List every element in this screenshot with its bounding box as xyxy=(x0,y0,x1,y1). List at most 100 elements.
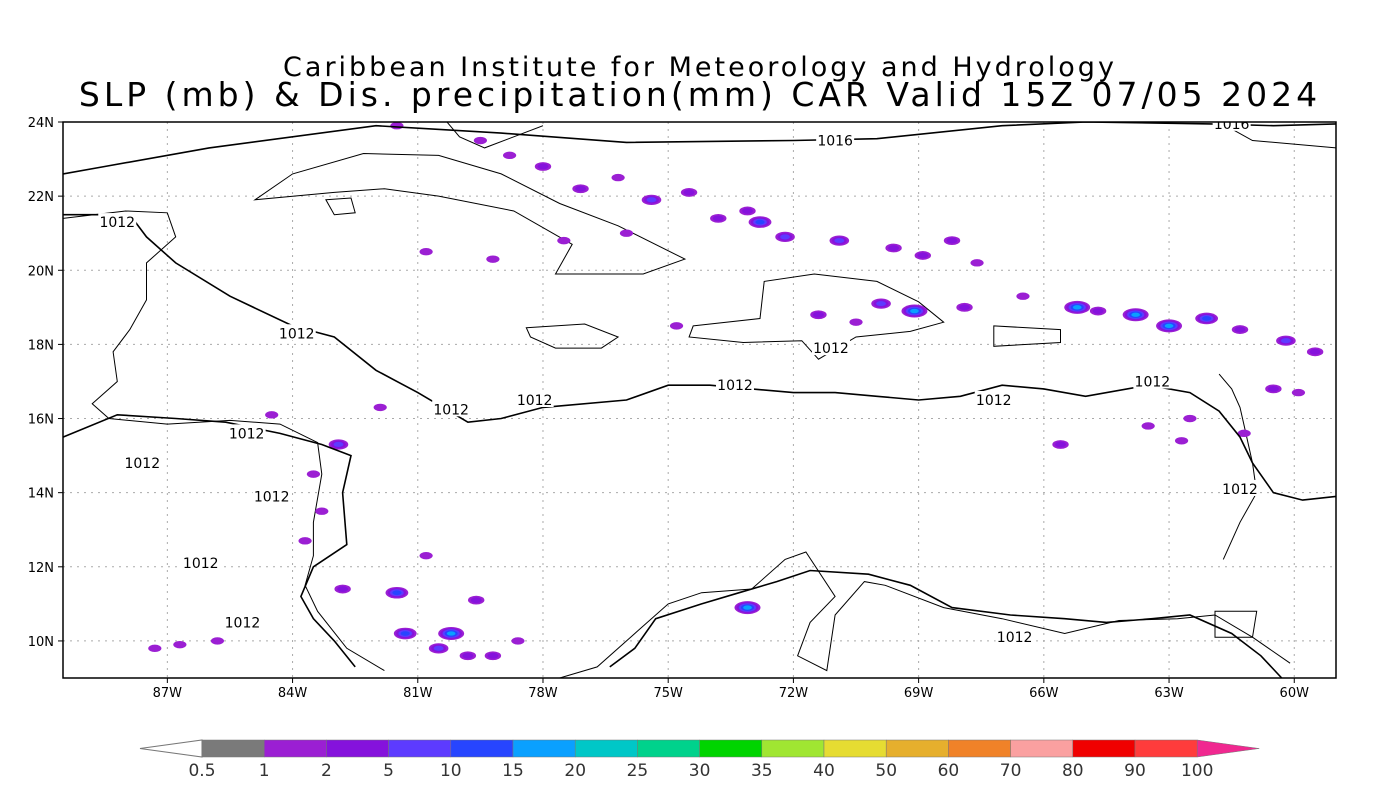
precip-cell xyxy=(849,318,863,326)
colorbar-segment xyxy=(512,739,576,758)
precip-cell-core xyxy=(888,245,900,251)
x-tick-label: 87W xyxy=(153,686,183,701)
isobar-label-bg xyxy=(1212,122,1251,131)
isobar-label: 1012 xyxy=(124,456,160,472)
precip-cell xyxy=(486,255,500,263)
precip-cell xyxy=(557,236,571,245)
precip-cell-core xyxy=(575,185,587,192)
coastline-isla-de-la-juventud xyxy=(325,197,356,216)
isobar-label-bg xyxy=(995,628,1034,645)
isobar-label-bg xyxy=(816,131,855,148)
isobar-label-bg xyxy=(123,454,162,471)
precip-cell xyxy=(419,248,433,256)
precip-cell xyxy=(970,259,984,267)
precip-cell xyxy=(373,403,387,412)
coastline-jamaica xyxy=(525,323,620,349)
precip-cell-core xyxy=(470,597,482,604)
precip-cell xyxy=(669,322,684,330)
isobar-label: 1012 xyxy=(229,426,265,442)
isobar-label-bg xyxy=(1133,372,1172,389)
colorbar-segment xyxy=(201,739,265,758)
coastline-bahamas-florida xyxy=(446,122,544,149)
isobar-label-bg xyxy=(181,554,220,571)
latitude-ticks: 24N 22N 20N 18N 16N 14N 12N 10N xyxy=(28,116,63,650)
isobar-label-bg xyxy=(974,391,1013,407)
colorbar-label: 30 xyxy=(689,761,711,781)
precip-cell-core xyxy=(333,441,344,448)
precip-cell-core xyxy=(712,215,724,222)
precip-cell-core xyxy=(780,234,790,240)
precip-cell-core xyxy=(917,252,929,259)
precip-cell-core xyxy=(446,631,456,636)
isobar-contours: 1016 1016 1012 1012 1012 1012 1012 1012 1012 1012… xyxy=(63,122,1336,678)
colorbar-segment xyxy=(1134,739,1198,758)
precip-cell-core xyxy=(876,301,886,307)
precip-cell xyxy=(1237,429,1251,438)
precip-cell-core xyxy=(487,652,499,659)
x-tick-label: 75W xyxy=(653,686,683,701)
precip-cell-core xyxy=(1234,326,1246,333)
colorbar-label: 100 xyxy=(1181,761,1213,781)
colorbar-label: 90 xyxy=(1124,761,1146,781)
precip-cell-core xyxy=(537,163,549,170)
precip-cell xyxy=(1291,388,1306,397)
isobar-label: 1012 xyxy=(997,630,1033,646)
x-tick-label: 69W xyxy=(904,686,934,701)
precip-cell xyxy=(511,637,525,645)
colorbar-label: 35 xyxy=(751,761,773,781)
precip-cell-core xyxy=(910,308,919,314)
x-tick-label: 63W xyxy=(1154,686,1184,701)
precip-cell-core xyxy=(946,237,958,244)
colorbar-segment xyxy=(1010,739,1074,758)
isobar-label: 1012 xyxy=(433,402,469,418)
longitude-ticks: 87W 84W 81W 78W 75W 72W 69W 66W 63W 60W xyxy=(153,678,1309,701)
precip-cell xyxy=(306,470,321,478)
colorbar-segment xyxy=(388,739,452,758)
precip-cell-core xyxy=(1131,312,1140,317)
isobar-label: 1012 xyxy=(279,326,315,342)
colorbar-legend: 0.5 1 2 5 10 15 20 25 30 35 40 50 60 70 80 90 100 xyxy=(139,739,1260,781)
colorbar-label: 5 xyxy=(383,761,394,781)
x-tick-label: 84W xyxy=(278,686,308,701)
precip-cell-core xyxy=(462,652,474,659)
precip-cell xyxy=(1016,292,1030,300)
colorbar-label: 0.5 xyxy=(188,761,215,781)
colorbar-segment xyxy=(450,739,514,758)
colorbar-segment xyxy=(948,739,1011,758)
colorbar-segment xyxy=(1072,739,1136,758)
colorbar-segment xyxy=(885,739,949,758)
isobar-1012 xyxy=(63,213,1336,501)
y-tick-label: 12N xyxy=(28,561,54,576)
colorbar-label: 80 xyxy=(1062,761,1084,781)
coastline-puerto-rico xyxy=(993,325,1061,347)
isobar-label: 1012 xyxy=(717,378,753,394)
y-tick-label: 24N xyxy=(28,116,54,131)
coastline-lesser-antilles xyxy=(1218,373,1258,560)
isobar-label-bg xyxy=(515,391,554,407)
colorbar-label: 25 xyxy=(627,761,649,781)
y-tick-label: 16N xyxy=(28,413,54,428)
isobar-label-bg xyxy=(277,324,316,341)
isobar-label-bg xyxy=(715,376,754,393)
plot-frame xyxy=(62,121,1337,679)
isobar-label: 1016 xyxy=(817,134,853,150)
isobar-label-bg xyxy=(432,400,471,417)
colorbar-segment xyxy=(574,739,638,758)
precip-cell xyxy=(502,151,517,160)
precip-cell-core xyxy=(743,605,752,610)
precip-cell-core xyxy=(834,238,845,244)
x-tick-label: 66W xyxy=(1029,686,1059,701)
chart-title-line2: SLP (mb) & Dis. precipitation(mm) CAR Va… xyxy=(78,75,1322,114)
precip-cell-core xyxy=(683,189,695,196)
precip-cell-core xyxy=(959,304,971,311)
colorbar-label: 20 xyxy=(564,761,586,781)
precip-cell xyxy=(611,173,625,182)
precip-cell xyxy=(419,551,433,560)
precip-cell-core xyxy=(646,197,657,203)
isobar-label: 1012 xyxy=(517,393,553,409)
precip-cell-core xyxy=(1267,385,1279,392)
colorbar-segment xyxy=(637,739,700,758)
isobar-label: 1012 xyxy=(1135,374,1171,390)
x-tick-label: 81W xyxy=(403,686,433,701)
